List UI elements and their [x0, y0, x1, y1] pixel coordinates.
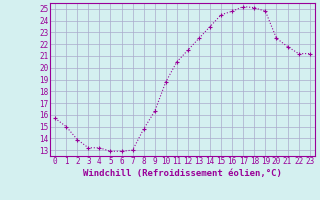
X-axis label: Windchill (Refroidissement éolien,°C): Windchill (Refroidissement éolien,°C) — [83, 169, 282, 178]
